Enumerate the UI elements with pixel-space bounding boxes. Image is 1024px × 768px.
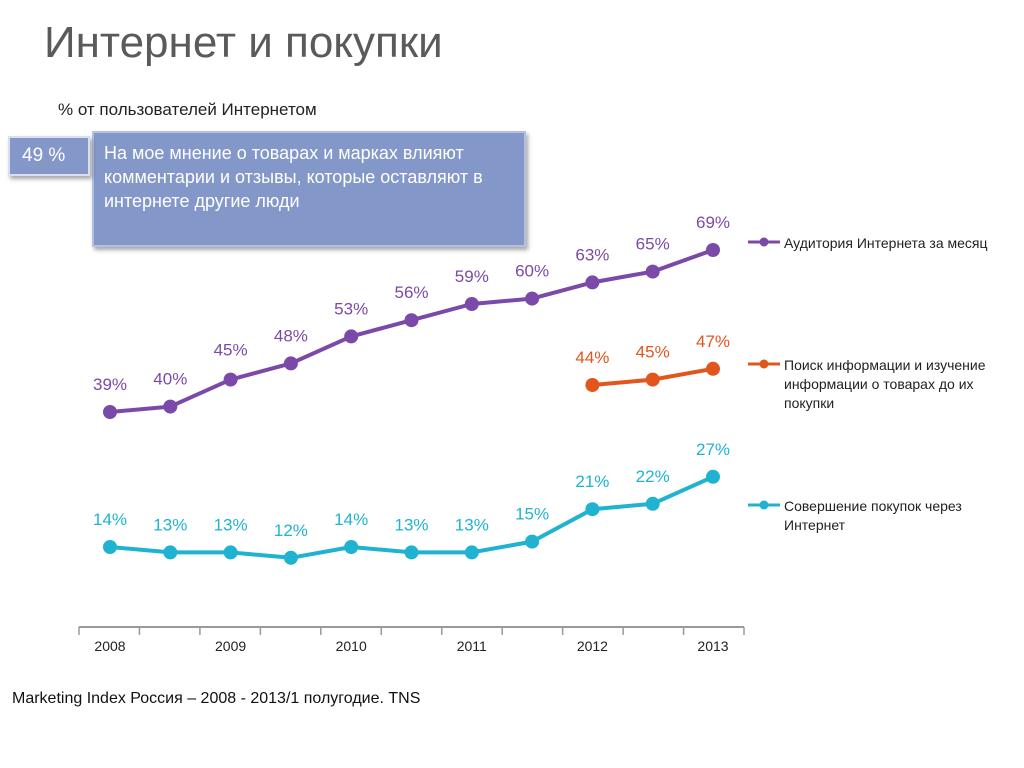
x-tick-label: 2013 [697,638,728,654]
data-label-2: 22% [636,467,670,486]
data-label-2: 15% [515,505,549,524]
data-label-1: 47% [696,332,730,351]
callout-box: На мое мнение о товарах и марках влияют … [92,131,526,247]
data-label-0: 60% [515,262,549,281]
series-point-0 [645,264,660,279]
data-label-1: 44% [575,348,609,367]
series-point-2 [283,550,298,565]
data-label-2: 13% [153,515,187,534]
series-point-1 [706,361,720,376]
series-point-0 [223,372,238,387]
data-label-0: 39% [93,375,127,394]
data-label-0: 56% [394,283,428,302]
legend-marker-0 [759,237,769,247]
series-point-2 [404,545,419,560]
series-point-0 [344,329,359,344]
data-label-0: 63% [575,245,609,264]
series-point-1 [645,372,660,387]
source-note: Marketing Index Россия – 2008 - 2013/1 п… [12,690,421,707]
page-title: Интернет и покупки [44,18,443,67]
series-point-0 [585,275,600,290]
series-line-0 [109,248,714,414]
data-label-0: 69% [696,213,730,232]
legend-marker-1 [759,359,769,369]
series-point-0 [706,243,720,257]
data-label-0: 65% [636,235,670,254]
x-tick-label: 2011 [457,638,487,654]
data-label-2: 12% [274,521,308,540]
data-label-2: 27% [696,440,730,459]
callout-text: На мое мнение о товарах и марках влияют … [104,143,483,211]
x-tick-label: 2009 [215,638,246,654]
data-label-2: 13% [214,515,248,534]
series-point-2 [645,496,660,511]
series-point-2 [585,502,600,517]
data-label-2: 14% [334,510,368,529]
series-point-2 [163,545,178,560]
data-label-0: 53% [334,299,368,318]
series-point-0 [404,313,419,328]
data-label-0: 59% [455,267,489,286]
data-label-2: 14% [93,510,127,529]
series-point-2 [103,540,117,554]
series-point-2 [525,534,540,549]
x-tick-label: 2008 [94,638,125,654]
data-label-2: 21% [575,472,609,491]
series-point-0 [464,297,479,311]
data-label-2: 13% [394,515,428,534]
series-point-1 [585,378,600,392]
data-label-2: 13% [455,515,489,534]
series-point-0 [103,405,117,419]
series-point-0 [163,399,178,414]
legend-label-audience: Аудитория Интернета за месяц [784,235,988,251]
x-tick-label: 2012 [577,638,608,654]
series-point-0 [283,356,298,371]
series-point-2 [464,545,479,560]
data-label-0: 45% [214,341,248,360]
x-tick-label: 2010 [336,638,367,654]
series-point-0 [525,291,540,306]
callout-badge: 49 % [8,136,90,176]
data-label-0: 48% [274,326,308,345]
series-point-2 [344,540,359,554]
series-point-2 [223,545,238,560]
chart-subtitle: % от пользователей Интернетом [58,100,317,119]
legend-label-search: Поиск информации и изучение информации о… [784,357,986,411]
legend-marker-2 [759,500,769,510]
legend-label-purchase: Совершение покупок через Интернет [784,498,962,533]
data-label-1: 45% [636,343,670,362]
series-point-2 [706,469,720,484]
data-label-0: 40% [153,370,187,389]
